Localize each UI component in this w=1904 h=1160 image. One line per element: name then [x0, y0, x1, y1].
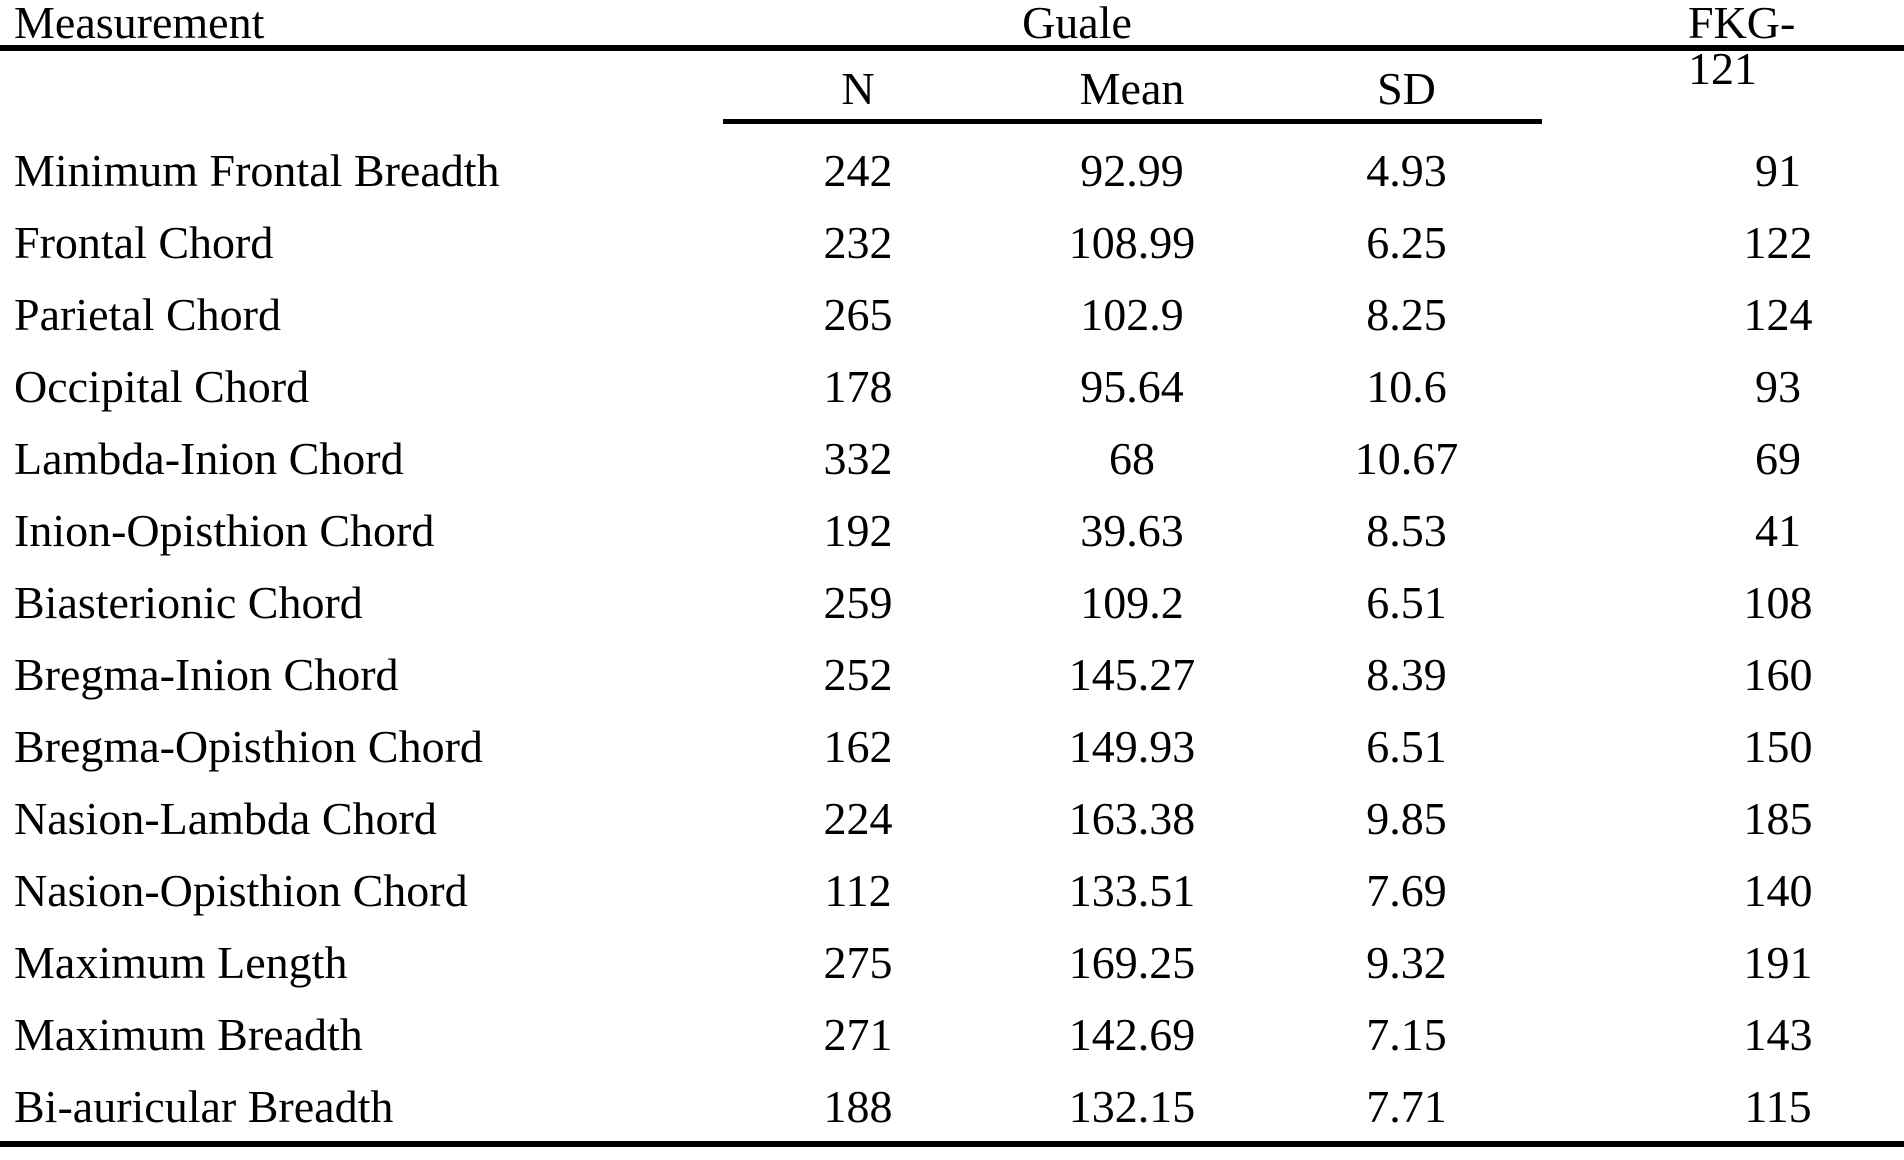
table-row: Biasterionic Chord 259 109.2 6.51 108 [0, 566, 1904, 638]
measurement-column-header: Measurement [14, 0, 265, 48]
sd-cell: 10.6 [1366, 360, 1447, 412]
n-cell: 192 [823, 504, 893, 556]
table-row: Parietal Chord 265 102.9 8.25 124 [0, 278, 1904, 350]
fkg-cell: 91 [1755, 144, 1801, 196]
table-body: Minimum Frontal Breadth 242 92.99 4.93 9… [0, 134, 1904, 1142]
table-row: Bregma-Inion Chord 252 145.27 8.39 160 [0, 638, 1904, 710]
sd-cell: 8.39 [1366, 648, 1447, 700]
n-cell: 178 [823, 360, 893, 412]
n-cell: 259 [823, 576, 893, 628]
fkg-cell: 191 [1743, 936, 1813, 988]
mean-cell: 163.38 [1068, 792, 1196, 844]
measurement-cell: Lambda-Inion Chord [14, 432, 404, 484]
mean-cell: 108.99 [1068, 216, 1196, 268]
fkg-cell: 93 [1755, 360, 1801, 412]
sd-cell: 4.93 [1366, 144, 1447, 196]
n-cell: 271 [823, 1008, 893, 1060]
fkg-cell: 122 [1743, 216, 1813, 268]
mean-cell: 95.64 [1080, 360, 1184, 412]
table-row: Nasion-Opisthion Chord 112 133.51 7.69 1… [0, 854, 1904, 926]
measurement-cell: Parietal Chord [14, 288, 281, 340]
n-cell: 242 [823, 144, 893, 196]
table-row: Maximum Length 275 169.25 9.32 191 [0, 926, 1904, 998]
subheader-rule [723, 119, 1542, 124]
guale-group-header: Guale [1022, 0, 1132, 48]
fkg-cell: 185 [1743, 792, 1813, 844]
measurement-cell: Minimum Frontal Breadth [14, 144, 500, 196]
bottom-rule [0, 1141, 1904, 1147]
fkg-cell: 124 [1743, 288, 1813, 340]
mean-cell: 132.15 [1068, 1080, 1196, 1132]
measurement-cell: Bregma-Opisthion Chord [14, 720, 483, 772]
sd-cell: 7.69 [1366, 864, 1447, 916]
sd-cell: 6.51 [1366, 576, 1447, 628]
table-row: Occipital Chord 178 95.64 10.6 93 [0, 350, 1904, 422]
n-cell: 232 [823, 216, 893, 268]
mean-cell: 102.9 [1080, 288, 1184, 340]
mean-cell: 68 [1109, 432, 1155, 484]
fkg-cell: 41 [1755, 504, 1801, 556]
sd-cell: 7.15 [1366, 1008, 1447, 1060]
sd-cell: 7.71 [1366, 1080, 1447, 1132]
measurement-cell: Maximum Breadth [14, 1008, 363, 1060]
fkg-cell: 150 [1743, 720, 1813, 772]
mean-cell: 92.99 [1080, 144, 1184, 196]
sd-cell: 6.51 [1366, 720, 1447, 772]
top-rule [0, 45, 1904, 51]
table-row: Bregma-Opisthion Chord 162 149.93 6.51 1… [0, 710, 1904, 782]
measurement-cell: Bregma-Inion Chord [14, 648, 399, 700]
sd-cell: 8.25 [1366, 288, 1447, 340]
n-cell: 332 [823, 432, 893, 484]
sd-cell: 9.85 [1366, 792, 1447, 844]
measurement-cell: Nasion-Lambda Chord [14, 792, 437, 844]
sd-column-header: SD [1377, 63, 1436, 114]
subheader-row: N Mean SD [0, 62, 1904, 114]
table-header-row: Measurement Guale FKG-121 [0, 0, 1904, 92]
n-cell: 162 [823, 720, 893, 772]
fkg-121-column-header: FKG-121 [1688, 0, 1796, 94]
mean-cell: 39.63 [1080, 504, 1184, 556]
n-cell: 265 [823, 288, 893, 340]
measurement-cell: Frontal Chord [14, 216, 274, 268]
mean-cell: 142.69 [1068, 1008, 1196, 1060]
mean-cell: 169.25 [1068, 936, 1196, 988]
mean-cell: 149.93 [1068, 720, 1196, 772]
sd-cell: 9.32 [1366, 936, 1447, 988]
n-cell: 224 [823, 792, 893, 844]
sd-cell: 6.25 [1366, 216, 1447, 268]
fkg-cell: 108 [1743, 576, 1813, 628]
table-row: Minimum Frontal Breadth 242 92.99 4.93 9… [0, 134, 1904, 206]
sd-cell: 8.53 [1366, 504, 1447, 556]
table-row: Frontal Chord 232 108.99 6.25 122 [0, 206, 1904, 278]
n-cell: 188 [823, 1080, 893, 1132]
measurement-cell: Nasion-Opisthion Chord [14, 864, 468, 916]
sd-cell: 10.67 [1354, 432, 1459, 484]
mean-cell: 109.2 [1080, 576, 1184, 628]
mean-cell: 133.51 [1068, 864, 1196, 916]
measurement-cell: Biasterionic Chord [14, 576, 363, 628]
fkg-cell: 160 [1743, 648, 1813, 700]
n-cell: 275 [823, 936, 893, 988]
measurement-cell: Occipital Chord [14, 360, 310, 412]
table-row: Lambda-Inion Chord 332 68 10.67 69 [0, 422, 1904, 494]
n-cell: 112 [824, 864, 892, 916]
mean-column-header: Mean [1079, 63, 1185, 114]
measurement-cell: Bi-auricular Breadth [14, 1080, 394, 1132]
n-column-header: N [841, 63, 875, 114]
table-row: Bi-auricular Breadth 188 132.15 7.71 115 [0, 1070, 1904, 1142]
fkg-cell: 143 [1743, 1008, 1813, 1060]
fkg-cell: 69 [1755, 432, 1801, 484]
measurement-cell: Inion-Opisthion Chord [14, 504, 435, 556]
fkg-cell: 115 [1744, 1080, 1812, 1132]
n-cell: 252 [823, 648, 893, 700]
table-row: Inion-Opisthion Chord 192 39.63 8.53 41 [0, 494, 1904, 566]
table-row: Nasion-Lambda Chord 224 163.38 9.85 185 [0, 782, 1904, 854]
fkg-cell: 140 [1743, 864, 1813, 916]
mean-cell: 145.27 [1068, 648, 1196, 700]
table-row: Maximum Breadth 271 142.69 7.15 143 [0, 998, 1904, 1070]
measurement-cell: Maximum Length [14, 936, 348, 988]
